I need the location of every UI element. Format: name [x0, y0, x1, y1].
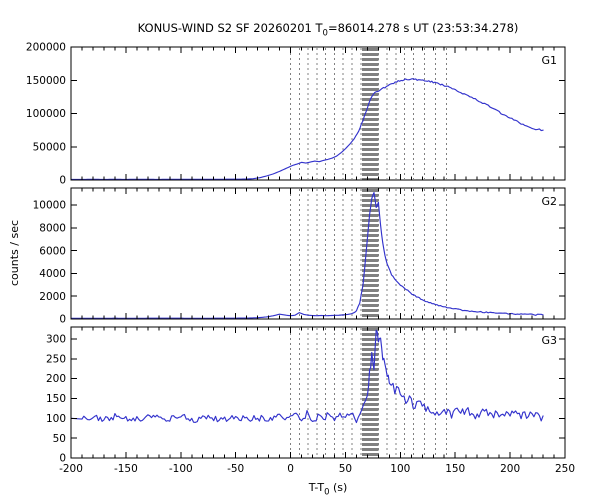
y-tick-label: 50	[53, 433, 66, 445]
x-tick-label: 250	[555, 463, 575, 475]
y-tick-label: 2000	[39, 291, 66, 303]
panel-label-g3: G3	[541, 334, 557, 347]
x-tick-label: 200	[500, 463, 520, 475]
panel-g2: 0 2000 4000 6000 8000 10000 G2	[33, 187, 566, 326]
y-tick-label: 10000	[33, 200, 66, 212]
x-tick-label: 100	[390, 463, 410, 475]
shaded-interval-band	[361, 48, 379, 180]
y-tick-label: 200000	[26, 42, 66, 54]
y-tick-label: 100	[46, 413, 66, 425]
x-tick-label: 50	[339, 463, 352, 475]
data-curve-g3	[71, 329, 544, 424]
y-tick-label: 50000	[33, 141, 66, 153]
x-tick-label: 0	[287, 463, 294, 475]
figure-title: KONUS-WIND S2 SF 20260201 T0=86014.278 s…	[138, 21, 519, 39]
vertical-dashed-lines	[290, 328, 447, 457]
x-tick-label: -50	[227, 463, 244, 475]
panel-label-g1: G1	[541, 54, 557, 67]
shaded-interval-band	[361, 189, 379, 317]
panel-frame	[70, 46, 566, 181]
panel-g1: 0 50000 100000 150000 200000 G1	[26, 42, 566, 187]
y-tick-label: 200	[46, 373, 66, 385]
x-tick-label: -150	[114, 463, 138, 475]
y-tick-label: 300	[46, 334, 66, 346]
panel-g3: 0 50 100 150 200 250 300 G3	[46, 326, 566, 465]
y-tick-label: 8000	[39, 222, 66, 234]
panel-frame	[70, 326, 566, 459]
vertical-dashed-lines	[290, 189, 447, 318]
x-tick-label: -100	[169, 463, 193, 475]
y-tick-label: 4000	[39, 268, 66, 280]
x-axis-tick-labels: -200 -150 -100 -50 0 50 100 150 200 250	[59, 463, 575, 475]
y-tick-label: 0	[59, 175, 66, 187]
y-tick-label: 150000	[26, 75, 66, 87]
panel-label-g2: G2	[541, 195, 557, 208]
y-tick-label: 250	[46, 353, 66, 365]
vertical-dashed-lines	[290, 48, 447, 179]
y-tick-label: 150	[46, 393, 66, 405]
y-tick-label: 6000	[39, 245, 66, 257]
panel-frame	[70, 187, 566, 320]
panels-group: 050000100000150000200000G102000400060008…	[26, 42, 566, 465]
shaded-interval-band	[361, 328, 379, 456]
y-axis-label: counts / sec	[8, 220, 21, 286]
y-tick-label: 0	[59, 314, 66, 326]
data-curve-g2	[71, 192, 544, 319]
data-curve-g1	[71, 78, 544, 180]
x-tick-label: -200	[59, 463, 83, 475]
y-tick-label: 0	[59, 453, 66, 465]
x-axis-label: T-T0 (s)	[308, 481, 348, 498]
x-tick-label: 150	[445, 463, 465, 475]
y-tick-label: 100000	[26, 108, 66, 120]
